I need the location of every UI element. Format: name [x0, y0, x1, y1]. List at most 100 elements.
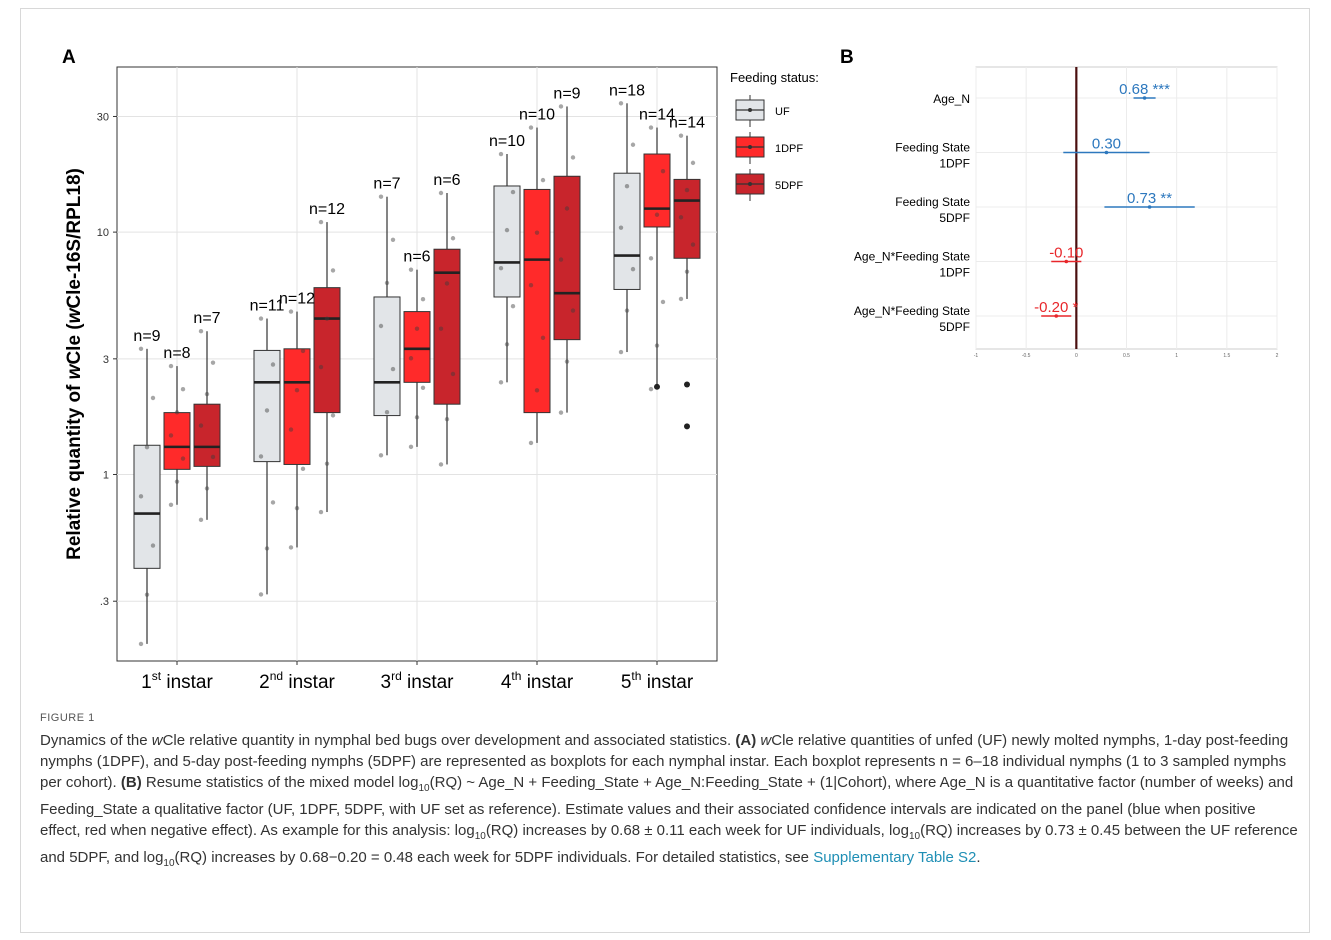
- box-iqr: [313, 287, 341, 414]
- box-point: [270, 500, 276, 505]
- forest-estimate: [1064, 259, 1069, 264]
- legend-entry-label: UF: [775, 106, 790, 118]
- box-point: [384, 280, 390, 286]
- panel-b-xtick-label: 0.5: [1123, 353, 1130, 359]
- box-point: [564, 359, 570, 364]
- panel-a-ytick-label: .3: [100, 596, 109, 608]
- box-point: [618, 225, 624, 230]
- box-iqr: [373, 296, 401, 417]
- box-point: [390, 237, 396, 242]
- box-point: [204, 486, 210, 491]
- box-point: [180, 456, 186, 461]
- box-point: [534, 388, 540, 393]
- box-point: [528, 125, 534, 130]
- box-point: [138, 641, 144, 647]
- box-point: [648, 125, 654, 130]
- box-point: [288, 309, 294, 314]
- forest-row-sublabel: 1DPF: [939, 157, 970, 171]
- box-point: [630, 266, 636, 272]
- box-point: [318, 219, 324, 225]
- panel-b-xtick-label: 1.5: [1223, 353, 1230, 359]
- box-point: [408, 356, 414, 361]
- box-point: [414, 415, 420, 420]
- forest-row-label: Feeding State: [895, 141, 970, 155]
- box-n-label: n=12: [309, 201, 345, 218]
- box-point: [540, 335, 546, 340]
- box-outlier: [654, 383, 660, 390]
- box-iqr: [493, 185, 521, 298]
- box-n-label: n=10: [519, 107, 555, 124]
- box-iqr: [403, 311, 431, 383]
- box-point: [420, 296, 426, 302]
- figure-frame: [20, 8, 1310, 933]
- boxplot-UF-3: [493, 151, 521, 385]
- box-point: [504, 342, 510, 347]
- box-iqr: [433, 248, 461, 405]
- forest-estimate: [1054, 314, 1059, 318]
- box-point: [510, 189, 516, 195]
- boxplot-1DPF-0: [163, 363, 191, 507]
- boxplot-5DPF-2: [433, 190, 461, 467]
- box-point: [294, 505, 300, 511]
- forest-row: Age_N 0.68 ***: [933, 81, 1170, 106]
- panel-a-xtick-label: 4th instar: [501, 669, 574, 693]
- boxplot-1DPF-2: [403, 267, 431, 450]
- box-point: [624, 308, 630, 313]
- panel-label-b: B: [840, 47, 854, 68]
- panel-a-boxplot: .3 1 3 10 30 1st instar 2nd instar 3rd instar 4…: [64, 66, 819, 693]
- panel-b-xtick-label: 0: [1075, 353, 1078, 359]
- box-point: [378, 194, 384, 199]
- box-point: [528, 283, 534, 288]
- box-point: [408, 267, 414, 272]
- panel-a-y-axis-label: Relative quantity of wCle (wCle-16S/RPL1…: [64, 168, 85, 560]
- box-point: [198, 517, 204, 523]
- box-point: [678, 215, 684, 220]
- supplementary-table-link[interactable]: Supplementary Table S2: [813, 849, 977, 866]
- forest-estimate-label: -0.10: [1049, 245, 1083, 262]
- boxplot-UF-0: [133, 346, 161, 647]
- box-point: [438, 190, 444, 196]
- forest-row-sublabel: 1DPF: [939, 266, 970, 280]
- box-iqr: [163, 412, 191, 470]
- forest-row-label: Age_N*Feeding State: [854, 304, 970, 318]
- panel-b-forest-plot: Age_N0.68 ***Feeding State1DPF0.30Feedin…: [854, 66, 1279, 359]
- panel-a-ytick-label: 1: [103, 469, 109, 481]
- forest-estimate-label: 0.68 ***: [1119, 81, 1170, 98]
- box-point: [684, 187, 690, 193]
- box-point: [558, 410, 564, 415]
- box-point: [210, 360, 216, 365]
- box-point: [324, 316, 330, 321]
- boxplot-UF-2: [373, 194, 401, 458]
- box-outlier: [684, 423, 690, 430]
- box-point: [288, 545, 294, 550]
- box-point: [684, 269, 690, 274]
- box-n-label: n=9: [133, 328, 160, 345]
- box-point: [144, 592, 150, 597]
- box-point: [438, 326, 444, 331]
- panel-a-xtick-label: 5th instar: [621, 669, 694, 693]
- boxplot-5DPF-1: [313, 219, 341, 515]
- box-point: [438, 462, 444, 467]
- box-point: [558, 257, 564, 262]
- box-point: [258, 316, 264, 321]
- legend-entry-label: 1DPF: [775, 143, 803, 155]
- box-point: [540, 177, 546, 183]
- boxplot-UF-4: [613, 101, 641, 355]
- box-point: [564, 206, 570, 211]
- box-point: [504, 227, 510, 233]
- box-n-label: n=8: [163, 345, 190, 362]
- legend-key-point: [748, 145, 752, 149]
- box-iqr: [673, 178, 701, 259]
- forest-row-label: Age_N*Feeding State: [854, 250, 970, 264]
- box-n-label: n=11: [250, 298, 285, 315]
- boxplot-5DPF-0: [193, 329, 221, 523]
- box-point: [444, 281, 450, 286]
- box-point: [498, 265, 504, 271]
- box-point: [660, 168, 666, 174]
- box-point: [534, 230, 540, 235]
- box-point: [384, 409, 390, 415]
- box-n-label: n=9: [553, 85, 580, 102]
- box-point: [450, 236, 456, 241]
- box-n-label: n=6: [433, 172, 460, 189]
- box-point: [174, 410, 180, 415]
